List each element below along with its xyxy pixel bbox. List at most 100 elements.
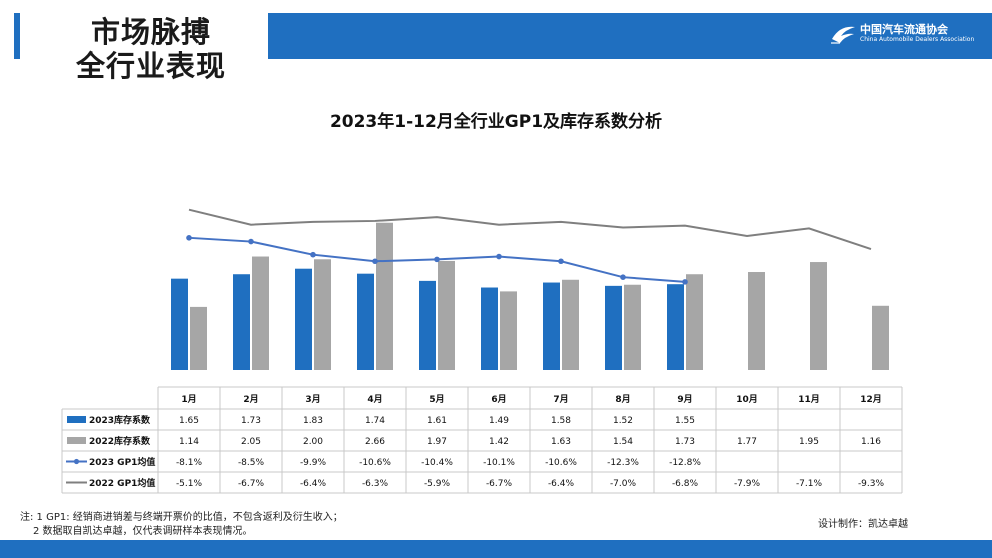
table-cell-r3-c9: -12.8% bbox=[669, 458, 701, 468]
month-header-10: 10月 bbox=[736, 394, 758, 405]
bar-2022-3 bbox=[314, 259, 331, 370]
table-cell-r2-c9: 1.73 bbox=[675, 437, 695, 447]
chart-title: 2023年1-12月全行业GP1及库存系数分析 bbox=[329, 112, 663, 132]
legend-swatch-2 bbox=[67, 437, 86, 444]
point-2023-gp1-9 bbox=[682, 279, 688, 285]
association-logo: 中国汽车流通协会 China Automobile Dealers Associ… bbox=[828, 21, 978, 51]
month-header-7: 7月 bbox=[553, 394, 568, 405]
table-cell-r2-c10: 1.77 bbox=[737, 437, 757, 447]
table-cell-r2-c7: 1.63 bbox=[551, 437, 571, 447]
month-header-8: 8月 bbox=[615, 394, 630, 405]
bar-2022-12 bbox=[872, 305, 889, 370]
table-cell-r1-c3: 1.83 bbox=[303, 416, 323, 426]
table-cell-r2-c1: 1.14 bbox=[179, 437, 199, 447]
legend-swatch-1 bbox=[67, 416, 86, 423]
bar-2023-9 bbox=[667, 284, 684, 370]
month-header-4: 4月 bbox=[367, 394, 382, 405]
point-2023-gp1-3 bbox=[310, 251, 316, 258]
table-cell-r4-c5: -5.9% bbox=[424, 479, 451, 489]
bar-2022-11 bbox=[810, 262, 827, 370]
table-cell-r4-c4: -6.3% bbox=[362, 479, 389, 489]
legend-marker-3 bbox=[73, 458, 80, 465]
point-2023-gp1-5 bbox=[434, 256, 440, 263]
point-2023-gp1-7 bbox=[558, 258, 564, 265]
point-2023-gp1-1 bbox=[186, 235, 192, 241]
point-2023-gp1-8 bbox=[620, 274, 626, 280]
table-cell-r3-c8: -12.3% bbox=[607, 458, 639, 468]
table-cell-r2-c12: 1.16 bbox=[861, 437, 881, 447]
bar-2023-2 bbox=[233, 274, 250, 370]
table-cell-r1-c9: 1.55 bbox=[675, 416, 695, 426]
bar-2023-5 bbox=[419, 280, 436, 370]
legend-label-2: 2022库存系数 bbox=[89, 435, 151, 447]
legend-label-4: 2022 GP1均值 bbox=[89, 477, 155, 489]
page-title-line1: 市场脉搏 bbox=[90, 15, 211, 49]
bar-2023-4 bbox=[357, 273, 374, 370]
table-cell-r4-c8: -7.0% bbox=[610, 479, 637, 489]
table-cell-r1-c1: 1.65 bbox=[179, 416, 199, 426]
logo-cn-text: 中国汽车流通协会 bbox=[860, 23, 948, 36]
table-cell-r3-c2: -8.5% bbox=[238, 458, 265, 468]
table-cell-r3-c6: -10.1% bbox=[483, 458, 515, 468]
month-header-2: 2月 bbox=[243, 394, 258, 405]
table-cell-r3-c3: -9.9% bbox=[300, 458, 327, 468]
table-cell-r4-c9: -6.8% bbox=[672, 479, 699, 489]
month-header-3: 3月 bbox=[305, 394, 320, 405]
line-2022-gp1 bbox=[188, 208, 872, 251]
bar-2023-8 bbox=[605, 285, 622, 370]
month-header-6: 6月 bbox=[491, 394, 506, 405]
footer-bar bbox=[0, 540, 992, 558]
table-cell-r1-c7: 1.58 bbox=[551, 416, 571, 426]
table-cell-r4-c11: -7.1% bbox=[796, 479, 823, 489]
bar-2022-4 bbox=[376, 222, 393, 370]
bar-2022-9 bbox=[686, 274, 703, 370]
month-header-9: 9月 bbox=[677, 394, 692, 405]
table-cell-r2-c6: 1.42 bbox=[489, 437, 509, 447]
month-header-1: 1月 bbox=[181, 394, 196, 405]
table-cell-r1-c2: 1.73 bbox=[241, 416, 261, 426]
bar-2023-6 bbox=[481, 287, 498, 370]
bar-2022-7 bbox=[562, 279, 579, 370]
table-cell-r2-c11: 1.95 bbox=[799, 437, 819, 447]
point-2023-gp1-6 bbox=[496, 253, 502, 260]
table-cell-r1-c8: 1.52 bbox=[613, 416, 633, 426]
table-cell-r3-c1: -8.1% bbox=[176, 458, 203, 468]
table-cell-r3-c5: -10.4% bbox=[421, 458, 453, 468]
table-cell-r1-c4: 1.74 bbox=[365, 416, 385, 426]
bar-2022-1 bbox=[190, 306, 207, 370]
table-cell-r2-c8: 1.54 bbox=[613, 437, 633, 447]
bar-2022-10 bbox=[748, 272, 765, 370]
bar-2022-8 bbox=[624, 284, 641, 370]
table-cell-r4-c10: -7.9% bbox=[734, 479, 761, 489]
point-2023-gp1-2 bbox=[248, 238, 254, 245]
point-2023-gp1-4 bbox=[372, 258, 378, 265]
bar-2022-2 bbox=[252, 256, 269, 370]
header-banner bbox=[268, 13, 992, 59]
bar-2022-6 bbox=[500, 291, 517, 370]
table-cell-r4-c12: -9.3% bbox=[858, 479, 885, 489]
table-cell-r4-c2: -6.7% bbox=[238, 479, 265, 489]
design-credit: 设计制作：凯达卓越 bbox=[818, 519, 908, 530]
table-cell-r4-c3: -6.4% bbox=[300, 479, 327, 489]
table-cell-r2-c4: 2.66 bbox=[365, 437, 385, 447]
header-left-accent-bar bbox=[14, 13, 20, 59]
note-line-2: 2 数据取自凯达卓越，仅代表调研样本表现情况。 bbox=[33, 526, 253, 537]
table-cell-r4-c6: -6.7% bbox=[486, 479, 513, 489]
table-cell-r4-c7: -6.4% bbox=[548, 479, 575, 489]
table-cell-r3-c4: -10.6% bbox=[359, 458, 391, 468]
note-line-1: 注: 1 GP1: 经销商进销差与终端开票价的比值，不包含返利及衍生收入； bbox=[20, 512, 343, 523]
page-title-line2: 全行业表现 bbox=[75, 49, 226, 83]
month-header-5: 5月 bbox=[429, 394, 444, 405]
table-cell-r2-c3: 2.00 bbox=[303, 437, 323, 447]
legend-label-1: 2023库存系数 bbox=[89, 414, 151, 426]
bar-2022-5 bbox=[438, 260, 455, 370]
legend-label-3: 2023 GP1均值 bbox=[89, 456, 155, 468]
bar-2023-1 bbox=[171, 278, 188, 370]
month-header-11: 11月 bbox=[798, 394, 820, 405]
month-header-12: 12月 bbox=[860, 394, 882, 405]
bar-2023-3 bbox=[295, 268, 312, 370]
table-cell-r2-c5: 1.97 bbox=[427, 437, 447, 447]
table-cell-r1-c5: 1.61 bbox=[427, 416, 447, 426]
table-cell-r3-c7: -10.6% bbox=[545, 458, 577, 468]
